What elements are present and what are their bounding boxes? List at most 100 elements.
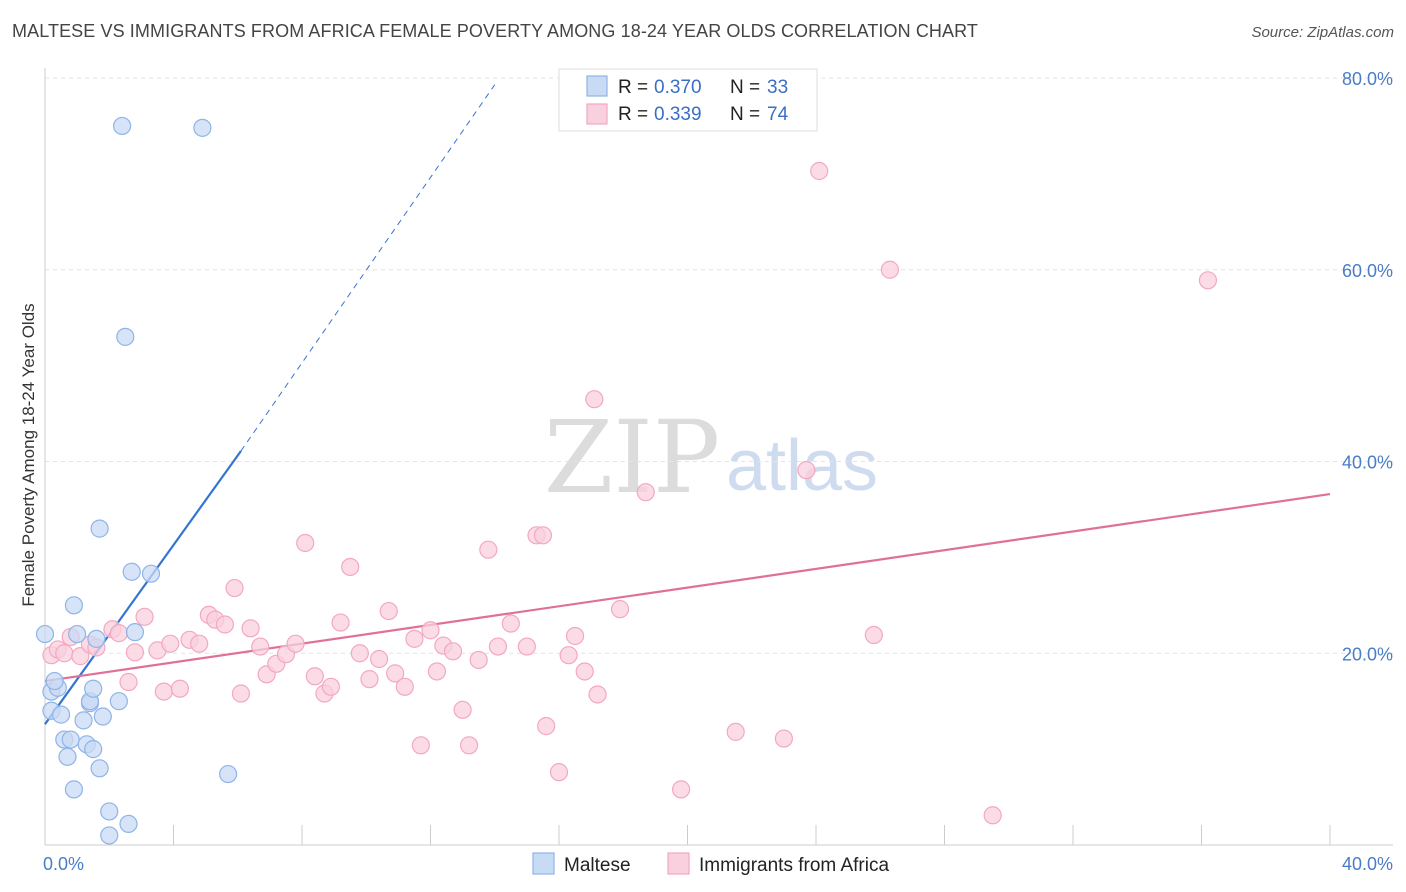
africa-point [533, 526, 553, 545]
maltese-point [93, 707, 112, 726]
legend-n-label-2: N = [730, 104, 760, 125]
africa-point [231, 684, 251, 703]
maltese-point [193, 118, 212, 137]
africa-point [190, 634, 209, 653]
africa-point [585, 390, 604, 409]
africa-point [170, 679, 190, 698]
africa-point [459, 736, 479, 755]
maltese-point [64, 780, 84, 799]
africa-point [549, 763, 569, 782]
africa-point [983, 806, 1002, 825]
africa-point [797, 461, 816, 480]
africa-point [517, 637, 536, 656]
bottom-legend-label-maltese: Maltese [564, 855, 631, 876]
africa-point [880, 260, 899, 279]
legend-n-label-1: N = [730, 77, 760, 98]
maltese-point [90, 759, 109, 778]
legend-n-value-2: 74 [767, 104, 789, 125]
africa-point [360, 670, 379, 689]
africa-point [565, 626, 585, 646]
bottom-legend-swatch-maltese [532, 852, 555, 875]
africa-point [251, 637, 270, 656]
africa-point [119, 672, 138, 692]
africa-point [225, 578, 244, 598]
legend-r-label-2: R = [618, 104, 648, 125]
maltese-point [51, 705, 71, 724]
africa-point [501, 614, 520, 633]
africa-point [286, 634, 305, 653]
chart-title: MALTESE VS IMMIGRANTS FROM AFRICA FEMALE… [12, 21, 979, 41]
maltese-point [116, 327, 135, 346]
legend-r-value-1: 0.370 [654, 77, 702, 98]
africa-point [370, 649, 389, 669]
africa-point [575, 662, 594, 681]
africa-point [55, 644, 74, 663]
bottom-legend-swatch-africa [667, 852, 690, 875]
africa-point [395, 677, 414, 696]
maltese-point [219, 764, 238, 784]
maltese-point [125, 623, 145, 642]
africa-point [331, 613, 350, 632]
maltese-point [122, 562, 141, 581]
africa-point [125, 643, 145, 662]
maltese-trend-line-extension [240, 84, 496, 452]
maltese-point [64, 596, 84, 615]
africa-point [469, 650, 488, 670]
africa-point [726, 722, 745, 741]
africa-point [405, 629, 424, 648]
watermark-zip: ZIP [544, 399, 720, 516]
africa-point [443, 642, 463, 661]
bottom-legend: Maltese Immigrants from Africa [532, 852, 889, 876]
africa-point [537, 717, 556, 736]
maltese-point [68, 624, 87, 644]
africa-point [296, 533, 315, 553]
maltese-trend-line [44, 450, 242, 725]
top-legend: R = 0.370 N = 33 R = 0.339 N = 74 [558, 68, 818, 132]
africa-point [774, 729, 793, 748]
maltese-point [112, 116, 132, 136]
africa-point [421, 621, 440, 640]
bottom-legend-label-africa: Immigrants from Africa [699, 855, 889, 876]
africa-point [810, 161, 829, 181]
africa-point [379, 601, 398, 621]
maltese-point [84, 679, 103, 698]
y-tick-label: 40.0% [1342, 453, 1393, 473]
maltese-point [109, 692, 128, 711]
africa-point [135, 607, 154, 626]
x-tick-labels: 0.0% 40.0% [43, 854, 1393, 874]
legend-r-value-2: 0.339 [654, 104, 702, 125]
africa-point [411, 736, 430, 755]
y-axis-label: Female Poverty Among 18-24 Year Olds [19, 303, 38, 606]
africa-point [671, 780, 691, 799]
africa-point [109, 624, 128, 643]
africa-point [1198, 271, 1218, 290]
maltese-point [100, 826, 119, 845]
legend-n-value-1: 33 [767, 77, 788, 98]
africa-point [321, 677, 341, 696]
y-tick-labels: 20.0% 40.0% 60.0% 80.0% [1342, 69, 1393, 664]
y-tick-label: 60.0% [1342, 261, 1393, 281]
maltese-point [141, 564, 161, 583]
y-tick-label: 80.0% [1342, 69, 1393, 89]
africa-point [453, 700, 472, 719]
africa-point [610, 600, 630, 619]
maltese-point [84, 740, 103, 759]
maltese-point [87, 629, 106, 648]
maltese-point [45, 671, 64, 691]
africa-point [427, 662, 447, 681]
africa-point [488, 637, 508, 656]
africa-point [161, 634, 180, 653]
maltese-point [58, 747, 77, 766]
legend-swatch-africa [586, 103, 608, 125]
maltese-point [90, 519, 109, 538]
africa-point [864, 625, 883, 645]
africa-point [341, 557, 360, 577]
africa-point [636, 483, 655, 502]
chart-source: Source: ZipAtlas.com [1251, 24, 1394, 41]
maltese-point [119, 814, 138, 834]
legend-swatch-maltese [586, 75, 608, 97]
x-tick-label: 0.0% [43, 854, 84, 874]
africa-point [215, 615, 234, 634]
africa-point [386, 664, 405, 683]
